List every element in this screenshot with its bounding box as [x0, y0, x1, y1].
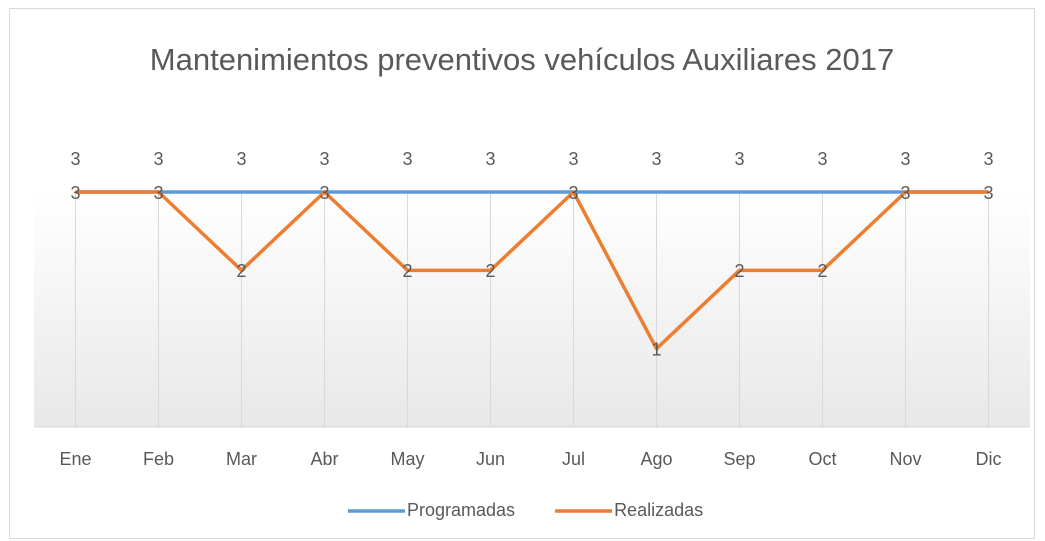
data-label: 3	[402, 149, 412, 169]
data-label: 3	[153, 183, 163, 203]
x-tick-label: Ago	[640, 449, 672, 469]
x-tick-label: Feb	[143, 449, 174, 469]
data-label: 3	[568, 183, 578, 203]
x-tick-label: Sep	[723, 449, 755, 469]
data-label: 3	[319, 183, 329, 203]
data-label: 3	[651, 149, 661, 169]
x-tick-label: Abr	[310, 449, 338, 469]
data-label: 3	[485, 149, 495, 169]
data-label: 3	[983, 149, 993, 169]
x-tick-label: Dic	[976, 449, 1002, 469]
data-label: 3	[70, 183, 80, 203]
chart-title: Mantenimientos preventivos vehículos Aux…	[149, 42, 895, 77]
data-label: 2	[817, 261, 827, 281]
data-label: 2	[734, 261, 744, 281]
data-label: 2	[402, 261, 412, 281]
data-label: 3	[734, 149, 744, 169]
x-tick-label: Oct	[808, 449, 836, 469]
data-label: 3	[236, 149, 246, 169]
data-label: 2	[236, 261, 246, 281]
x-tick-label: Nov	[889, 449, 921, 469]
series-line	[75, 190, 989, 351]
data-label: 3	[900, 183, 910, 203]
x-tick-label: May	[390, 449, 424, 469]
x-tick-label: Ene	[59, 449, 91, 469]
data-label: 1	[651, 339, 661, 359]
data-label: 3	[319, 149, 329, 169]
x-tick-label: Jul	[562, 449, 585, 469]
data-label: 3	[568, 149, 578, 169]
plot-background	[34, 192, 1030, 427]
legend-label: Programadas	[407, 500, 515, 520]
data-label: 3	[983, 183, 993, 203]
x-tick-label: Jun	[476, 449, 505, 469]
data-label: 2	[485, 261, 495, 281]
data-label: 3	[70, 149, 80, 169]
data-label: 3	[900, 149, 910, 169]
x-tick-label: Mar	[226, 449, 257, 469]
legend-label: Realizadas	[614, 500, 703, 520]
data-label: 3	[153, 149, 163, 169]
data-label: 3	[817, 149, 827, 169]
